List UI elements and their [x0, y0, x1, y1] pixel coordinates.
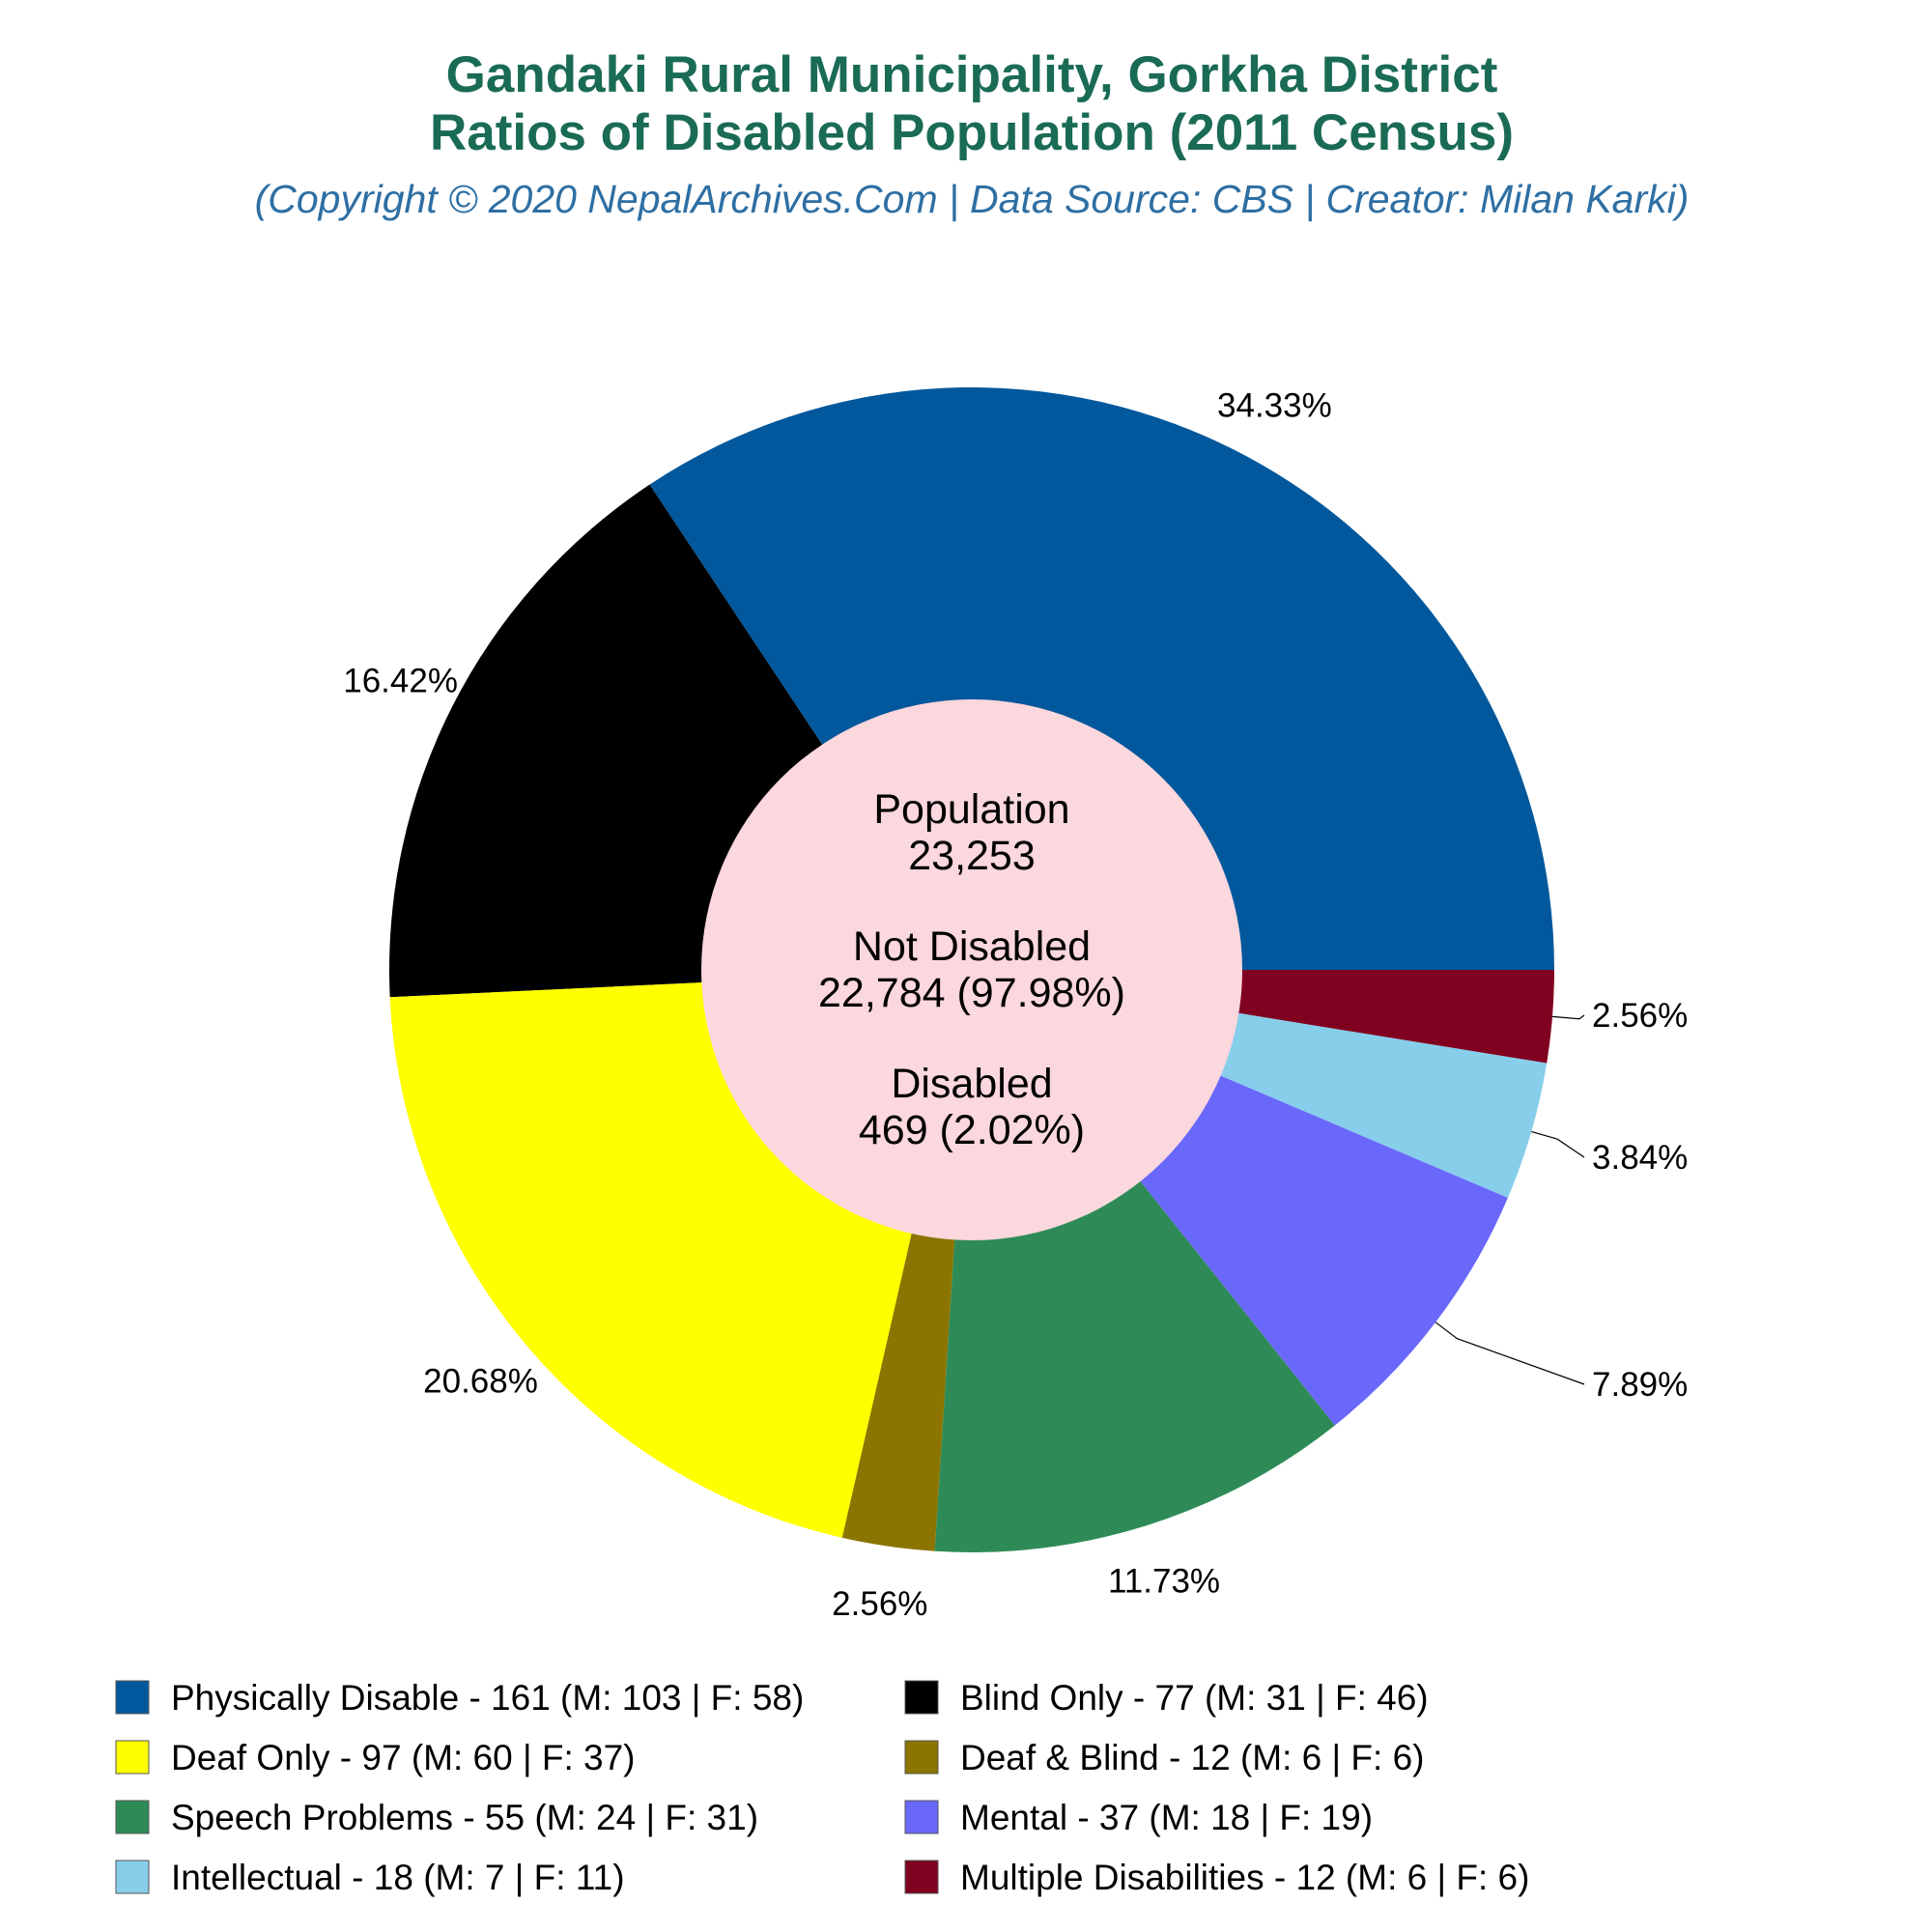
legend-swatch-deaf-and-blind: [904, 1740, 939, 1775]
legend-label-intellectual: Intellectual - 18 (M: 7 | F: 11): [171, 1858, 625, 1897]
legend-label-mental: Mental - 37 (M: 18 | F: 19): [960, 1798, 1373, 1837]
percent-label-intellectual: 3.84%: [1592, 1139, 1688, 1177]
percent-label-mental: 7.89%: [1592, 1366, 1688, 1404]
legend: Physically Disable - 161 (M: 103 | F: 58…: [115, 1678, 1529, 1897]
legend-swatch-blind-only: [904, 1680, 939, 1715]
center-population-value: 23,253: [908, 833, 1036, 879]
legend-swatch-intellectual: [115, 1860, 150, 1894]
percent-label-speech-problems: 11.73%: [1108, 1562, 1220, 1600]
center-disabled-label: Disabled: [891, 1061, 1052, 1107]
percent-label-physically-disable: 34.33%: [1217, 387, 1332, 425]
legend-swatch-speech-problems: [115, 1800, 150, 1834]
chart-title-line1: Gandaki Rural Municipality, Gorkha Distr…: [446, 46, 1498, 103]
percent-label-deaf-only: 20.68%: [423, 1362, 538, 1400]
center-disabled-value: 469 (2.02%): [859, 1107, 1085, 1153]
center-population-label: Population: [873, 786, 1069, 833]
percent-labels: 34.33% 16.42% 20.68% 2.56% 11.73% 7.89% 3.84% 2…: [343, 387, 1688, 1623]
chart-title-line2: Ratios of Disabled Population (2011 Cens…: [430, 104, 1514, 161]
legend-swatch-mental: [904, 1800, 939, 1834]
chart-subtitle: (Copyright © 2020 NepalArchives.Com | Da…: [255, 177, 1690, 221]
legend-label-speech-problems: Speech Problems - 55 (M: 24 | F: 31): [171, 1798, 758, 1837]
leader-line-intellectual: [1531, 1130, 1585, 1158]
leader-line-multiple-disabilities: [1552, 1014, 1585, 1020]
legend-swatch-multiple-disabilities: [904, 1860, 939, 1894]
center-not-disabled-value: 22,784 (97.98%): [818, 970, 1125, 1016]
leader-line-mental: [1435, 1321, 1585, 1385]
center-not-disabled-label: Not Disabled: [853, 923, 1091, 970]
legend-label-blind-only: Blind Only - 77 (M: 31 | F: 46): [960, 1678, 1429, 1718]
legend-swatch-deaf-only: [115, 1740, 150, 1775]
leader-lines: [1435, 1014, 1585, 1385]
legend-label-deaf-only: Deaf Only - 97 (M: 60 | F: 37): [171, 1738, 636, 1777]
legend-label-multiple-disabilities: Multiple Disabilities - 12 (M: 6 | F: 6): [960, 1858, 1529, 1897]
legend-label-physically-disable: Physically Disable - 161 (M: 103 | F: 58…: [171, 1678, 804, 1718]
percent-label-blind-only: 16.42%: [343, 662, 458, 699]
center-circle: [701, 699, 1242, 1240]
percent-label-deaf-and-blind: 2.56%: [832, 1585, 927, 1623]
percent-label-multiple-disabilities: 2.56%: [1592, 997, 1688, 1035]
legend-label-deaf-and-blind: Deaf & Blind - 12 (M: 6 | F: 6): [960, 1738, 1425, 1777]
legend-swatch-physically-disable: [115, 1680, 150, 1715]
